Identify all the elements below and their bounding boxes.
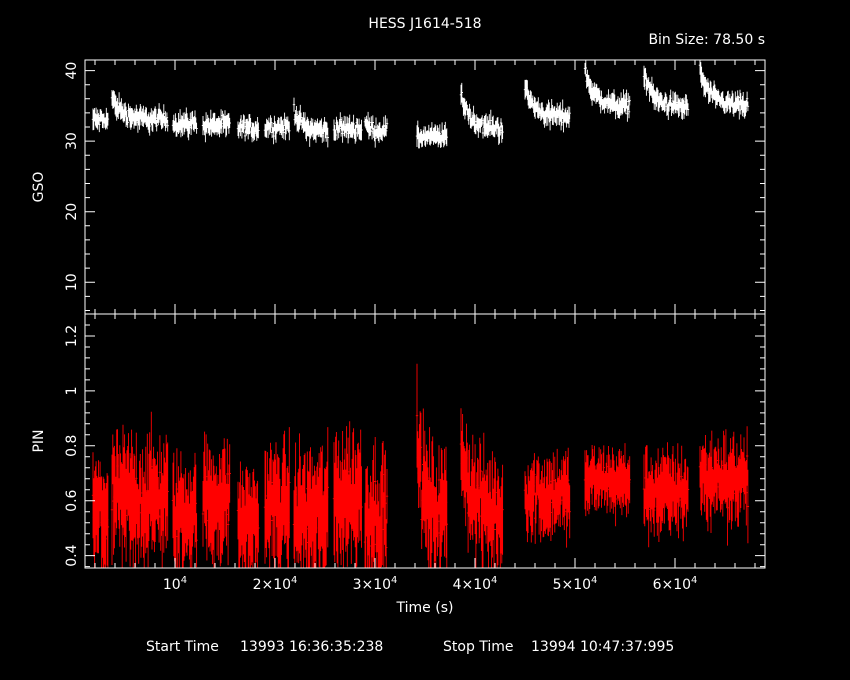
pin-y-tick-label: 0.8: [64, 435, 80, 457]
x-tick-label-exponent: 4: [691, 575, 697, 586]
x-tick-label-base: 2×10: [253, 577, 291, 593]
x-tick-label-base: 3×10: [353, 577, 391, 593]
x-axis-label: Time (s): [396, 600, 454, 616]
start-time-label: Start Time: [146, 639, 219, 655]
x-tick-label-exponent: 4: [391, 575, 397, 586]
pin-y-tick-label: 0.6: [64, 489, 80, 511]
x-tick-label: 4×104: [453, 575, 498, 593]
gso-y-tick-label: 30: [64, 132, 80, 150]
chart-title: HESS J1614-518: [368, 16, 481, 32]
pin-y-tick-label: 0.4: [64, 544, 80, 566]
x-tick-label: 5×104: [553, 575, 598, 593]
pin-y-tick-label: 1.2: [64, 325, 80, 347]
x-tick-label-base: 10: [163, 577, 181, 593]
bin-size-value: 78.50 s: [713, 32, 765, 48]
x-tick-label-exponent: 4: [591, 575, 597, 586]
pin-y-tick-label: 1: [64, 386, 80, 395]
x-tick-label: 2×104: [253, 575, 298, 593]
x-tick-label: 6×104: [653, 575, 698, 593]
x-tick-label-exponent: 4: [181, 575, 187, 586]
stop-time-value: 13994 10:47:37:995: [531, 639, 674, 655]
x-tick-label-base: 5×10: [553, 577, 591, 593]
gso-y-tick-label: 40: [64, 62, 80, 80]
bin-size-label-text: Bin Size:: [648, 32, 708, 48]
x-tick-label-exponent: 4: [291, 575, 297, 586]
x-tick-label: 3×104: [353, 575, 398, 593]
x-tick-label-base: 6×10: [653, 577, 691, 593]
pin-y-axis-label: PIN: [31, 429, 47, 452]
gso-y-tick-label: 20: [64, 203, 80, 221]
gso-y-tick-label: 10: [64, 273, 80, 291]
bin-size-label: Bin Size: 78.50 s: [648, 32, 765, 48]
start-time-value: 13993 16:36:35:238: [240, 639, 383, 655]
stop-time-label: Stop Time: [443, 639, 514, 655]
x-tick-label-exponent: 4: [491, 575, 497, 586]
x-tick-label-base: 4×10: [453, 577, 491, 593]
gso-y-axis-label: GSO: [31, 172, 47, 203]
